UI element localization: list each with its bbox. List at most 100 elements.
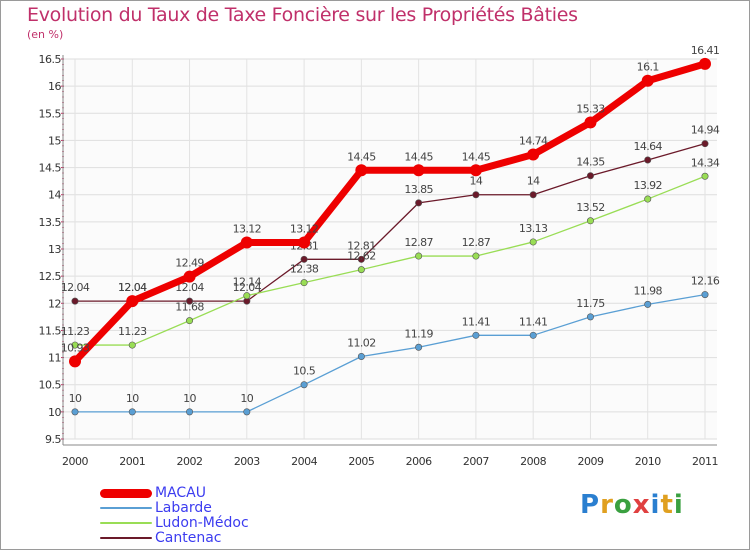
- x-tick-label: 2008: [520, 455, 546, 468]
- data-label-macau: 14.45: [462, 150, 491, 163]
- data-label-labarde: 11.41: [462, 315, 491, 328]
- data-point-ludon-m-doc: [415, 252, 423, 260]
- data-point-ludon-m-doc: [128, 341, 136, 349]
- data-point-labarde: [357, 352, 365, 360]
- y-tick-label: 16: [48, 80, 61, 93]
- data-point-labarde: [586, 313, 594, 321]
- data-point-cantenac: [357, 255, 365, 263]
- series-line-labarde: [74, 293, 706, 413]
- data-point-macau: [69, 355, 81, 368]
- data-point-macau: [183, 270, 196, 283]
- x-tick-label: 2002: [177, 455, 203, 468]
- data-point-cantenac: [472, 191, 480, 199]
- data-label-cantenac: 14: [527, 175, 540, 188]
- data-point-ludon-m-doc: [243, 292, 251, 300]
- data-label-ludon-m-doc: 12.87: [462, 236, 491, 249]
- data-label-labarde: 12.16: [691, 275, 720, 288]
- data-label-cantenac: 12.04: [118, 281, 147, 294]
- data-point-labarde: [701, 291, 709, 299]
- data-point-macau: [584, 116, 597, 129]
- data-label-ludon-m-doc: 13.52: [576, 201, 605, 214]
- y-tick-label: 15.5: [39, 107, 62, 120]
- data-point-ludon-m-doc: [586, 217, 594, 225]
- data-label-macau: 12.49: [175, 257, 204, 270]
- data-label-macau: 13.12: [233, 222, 262, 235]
- y-axis-unit: (en %): [27, 28, 64, 41]
- x-tick-label: 2006: [406, 455, 432, 468]
- data-point-labarde: [472, 331, 480, 339]
- data-label-macau: 13.12: [290, 222, 319, 235]
- legend-item-cantenac[interactable]: Cantenac: [100, 530, 320, 546]
- data-label-ludon-m-doc: 12.87: [404, 236, 433, 249]
- x-tick-label: 2007: [463, 455, 489, 468]
- y-tick-label: 12: [48, 297, 61, 310]
- y-tick-label: 11.5: [39, 324, 62, 337]
- data-point-ludon-m-doc: [357, 266, 365, 274]
- legend-label-ludon-medoc: Ludon-Médoc: [155, 515, 249, 531]
- data-label-macau: 10.93: [61, 341, 90, 354]
- data-point-labarde: [300, 381, 308, 389]
- data-point-macau: [699, 57, 711, 70]
- legend-label-labarde: Labarde: [155, 500, 212, 516]
- data-point-macau: [126, 295, 139, 308]
- data-label-cantenac: 12.04: [233, 281, 262, 294]
- data-label-labarde: 11.41: [519, 315, 548, 328]
- y-tick-label: 16.5: [39, 53, 62, 66]
- data-label-ludon-m-doc: 12.14: [233, 276, 262, 289]
- data-point-cantenac: [529, 191, 537, 199]
- data-label-labarde: 10: [240, 392, 253, 405]
- legend-item-ludon-medoc[interactable]: Ludon-Médoc: [100, 515, 320, 531]
- data-label-labarde: 10: [183, 392, 196, 405]
- x-tick-label: 2001: [119, 455, 145, 468]
- data-label-macau: 14.45: [347, 150, 376, 163]
- legend-swatch-macau: [100, 488, 152, 498]
- data-point-labarde: [529, 331, 537, 339]
- data-label-ludon-m-doc: 14.34: [691, 156, 720, 169]
- logo-letter: P: [580, 490, 601, 520]
- series-line-macau: [71, 60, 709, 365]
- data-label-labarde: 10: [126, 392, 139, 405]
- data-point-ludon-m-doc: [300, 279, 308, 287]
- data-point-cantenac: [644, 156, 652, 164]
- data-label-ludon-m-doc: 13.13: [519, 222, 548, 235]
- legend-swatch-labarde: [100, 507, 152, 509]
- logo-letter: r: [600, 490, 614, 520]
- data-label-labarde: 10: [69, 392, 82, 405]
- series-line-ludon-m-doc: [74, 175, 706, 346]
- legend-swatch-cantenac: [100, 537, 152, 539]
- data-label-macau: 14.74: [519, 135, 548, 148]
- data-label-ludon-m-doc: 11.68: [175, 301, 204, 314]
- data-point-labarde: [243, 408, 251, 416]
- legend-item-labarde[interactable]: Labarde: [100, 500, 320, 516]
- data-label-cantenac: 14: [470, 175, 483, 188]
- data-point-ludon-m-doc: [71, 341, 79, 349]
- y-tick-label: 15: [48, 134, 61, 147]
- data-point-macau: [298, 236, 311, 249]
- x-tick-label: 2010: [635, 455, 661, 468]
- data-label-macau: 15.33: [576, 103, 605, 116]
- x-tick-label: 2003: [234, 455, 260, 468]
- data-label-cantenac: 12.81: [347, 239, 376, 252]
- data-point-ludon-m-doc: [186, 317, 194, 325]
- data-point-ludon-m-doc: [701, 172, 709, 180]
- data-point-ludon-m-doc: [529, 238, 537, 246]
- data-point-macau: [641, 74, 654, 87]
- data-label-macau: 16.41: [691, 44, 720, 57]
- x-tick-label: 2000: [62, 455, 88, 468]
- y-tick-label: 14.5: [39, 162, 62, 175]
- y-tick-label: 11: [48, 352, 61, 365]
- logo-letter: t: [660, 490, 674, 520]
- legend-item-macau[interactable]: MACAU: [100, 485, 320, 501]
- y-tick-label: 13: [48, 243, 61, 256]
- data-label-labarde: 11.02: [347, 336, 376, 349]
- x-tick-label: 2009: [577, 455, 603, 468]
- data-point-cantenac: [701, 140, 709, 148]
- data-label-cantenac: 12.04: [61, 281, 90, 294]
- data-label-macau: 16.1: [637, 61, 659, 74]
- x-tick-label: 2011: [692, 455, 718, 468]
- data-point-cantenac: [415, 199, 423, 207]
- logo-letter: o: [613, 490, 633, 520]
- logo-letter: i: [673, 490, 684, 520]
- data-label-ludon-m-doc: 11.23: [61, 325, 90, 338]
